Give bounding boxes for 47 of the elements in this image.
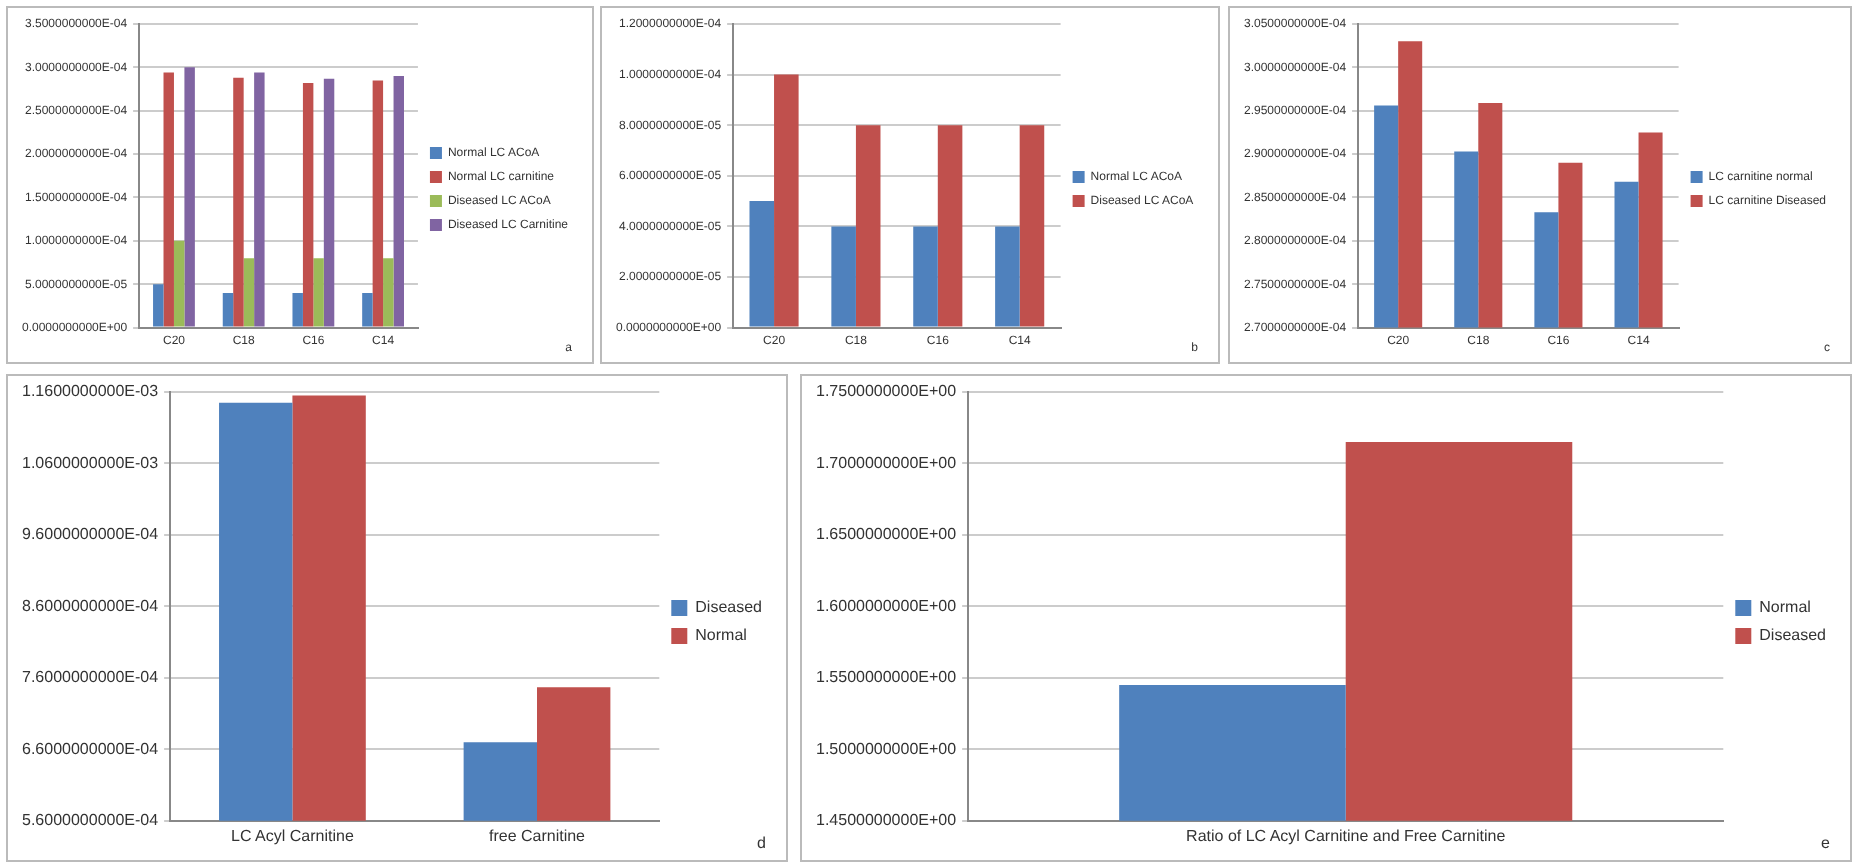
bar bbox=[774, 74, 799, 327]
y-tick-label: 1.4500000000E+00 bbox=[815, 811, 958, 830]
y-tick-label: 1.5500000000E+00 bbox=[815, 668, 958, 687]
legend-label: Normal bbox=[695, 626, 748, 645]
y-tick-label: 8.6000000000E-04 bbox=[22, 596, 160, 615]
y-tick-label: 6.6000000000E-04 bbox=[22, 739, 160, 758]
bar bbox=[383, 258, 394, 327]
text: d bbox=[757, 834, 766, 853]
legend-label: Diseased bbox=[695, 598, 763, 617]
bar bbox=[855, 125, 881, 327]
bar bbox=[913, 226, 938, 327]
y-tick-label: 1.0600000000E-03 bbox=[22, 453, 160, 472]
legend-label: Diseased bbox=[1759, 626, 1827, 645]
bar bbox=[292, 292, 303, 327]
text: e bbox=[1821, 834, 1832, 853]
y-tick-label: 1.1600000000E-03 bbox=[22, 382, 160, 401]
y-tick-label: 7.6000000000E-04 bbox=[22, 668, 160, 687]
bar bbox=[393, 76, 404, 327]
y-tick-label: 1.7500000000E+00 bbox=[815, 382, 958, 401]
bar bbox=[302, 82, 314, 327]
y-tick-label: 9.6000000000E-04 bbox=[22, 525, 160, 544]
bar bbox=[937, 125, 963, 327]
y-tick-label: 1.6500000000E+00 bbox=[815, 525, 958, 544]
bar bbox=[995, 226, 1020, 327]
bar bbox=[243, 258, 255, 327]
y-tick-label: 5.6000000000E-04 bbox=[22, 811, 160, 830]
bar bbox=[749, 201, 775, 327]
bar bbox=[831, 226, 856, 327]
y-tick-label: 1.5000000000E+00 bbox=[815, 739, 958, 758]
bar bbox=[313, 258, 324, 327]
bar bbox=[233, 77, 244, 327]
legend-label: Normal bbox=[1759, 598, 1812, 617]
x-tick-label: Ratio of LC Acyl Carnitine and Free Carnitine bbox=[1186, 826, 1507, 845]
bar bbox=[323, 78, 335, 327]
bar bbox=[173, 240, 185, 327]
bar bbox=[153, 284, 164, 327]
y-tick-label: 1.7000000000E+00 bbox=[815, 453, 958, 472]
x-tick-label: free Carnitine bbox=[488, 826, 587, 845]
bar bbox=[163, 72, 174, 327]
bar bbox=[222, 292, 234, 327]
y-tick-label: 1.6000000000E+00 bbox=[815, 596, 958, 615]
bar bbox=[184, 67, 195, 327]
x-tick-label: LC Acyl Carnitine bbox=[231, 826, 355, 845]
bar bbox=[1019, 125, 1045, 327]
bar bbox=[372, 80, 384, 327]
bar bbox=[362, 292, 373, 327]
bar bbox=[254, 72, 265, 327]
